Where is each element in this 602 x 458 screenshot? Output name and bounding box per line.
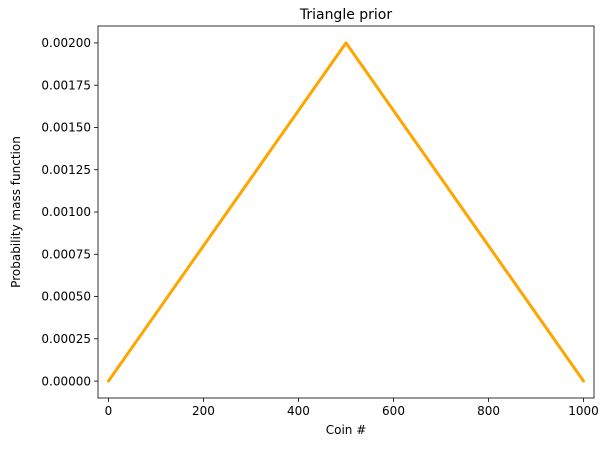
series-line-0 bbox=[106, 41, 586, 383]
series-layer bbox=[106, 41, 586, 383]
x-tick-label: 0 bbox=[105, 404, 113, 418]
y-axis-label: Probability mass function bbox=[9, 136, 23, 288]
y-tick-label: 0.00150 bbox=[41, 121, 91, 135]
y-tick-label: 0.00200 bbox=[41, 36, 91, 50]
y-tick-label: 0.00075 bbox=[41, 247, 91, 261]
x-tick-label: 200 bbox=[192, 404, 215, 418]
plot-area bbox=[98, 26, 594, 398]
x-tick-label: 600 bbox=[382, 404, 405, 418]
x-axis-label: Coin # bbox=[326, 423, 367, 437]
x-tick-label: 800 bbox=[477, 404, 500, 418]
y-tick-label: 0.00025 bbox=[41, 332, 91, 346]
x-tick-label: 400 bbox=[287, 404, 310, 418]
chart-title: Triangle prior bbox=[299, 7, 393, 23]
y-tick-label: 0.00125 bbox=[41, 163, 91, 177]
y-tick-label: 0.00100 bbox=[41, 205, 91, 219]
x-tick-label: 1000 bbox=[568, 404, 599, 418]
y-tick-label: 0.00050 bbox=[41, 290, 91, 304]
x-axis-ticks: 0 200 400 600 800 1000 bbox=[105, 398, 599, 418]
y-tick-label: 0.00000 bbox=[41, 374, 91, 388]
y-axis-ticks: 0.00000 0.00025 0.00050 0.00075 0.00100 0.001… bbox=[41, 36, 98, 388]
y-tick-label: 0.00175 bbox=[41, 78, 91, 92]
